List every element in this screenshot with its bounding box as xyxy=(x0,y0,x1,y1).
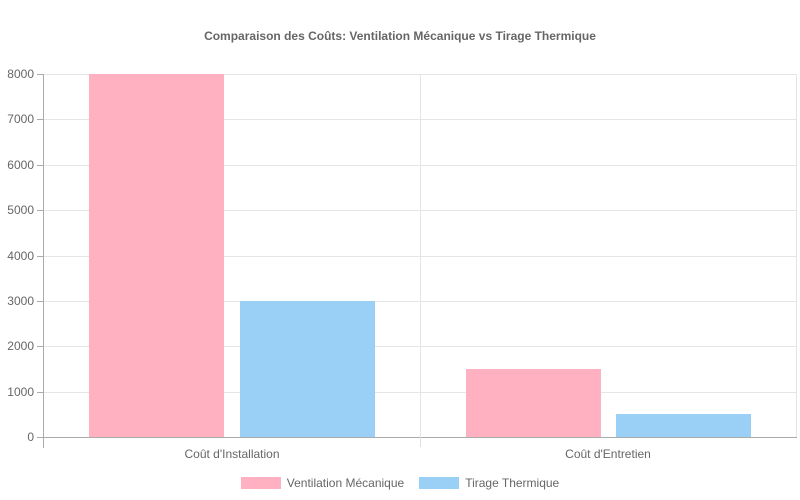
x-category-divider-tick xyxy=(420,437,421,447)
y-axis xyxy=(43,74,44,448)
y-tick xyxy=(37,437,43,438)
horizontal-gridline xyxy=(43,300,797,302)
y-tick xyxy=(37,346,43,347)
y-tick-label: 1000 xyxy=(7,385,34,399)
y-tick-label: 6000 xyxy=(7,158,34,172)
horizontal-gridline xyxy=(43,164,797,166)
bar-ventilation-mecanique-installation[interactable] xyxy=(89,74,224,437)
legend-item-tirage-thermique[interactable]: Tirage Thermique xyxy=(419,476,559,490)
horizontal-gridline xyxy=(43,74,797,75)
legend-swatch-pink xyxy=(240,477,281,489)
y-tick-label: 5000 xyxy=(7,203,34,217)
legend: Ventilation Mécanique Tirage Thermique xyxy=(0,476,800,490)
y-tick xyxy=(37,74,43,75)
y-tick-label: 8000 xyxy=(7,67,34,81)
y-tick xyxy=(37,210,43,211)
y-tick-label: 7000 xyxy=(7,112,34,126)
y-tick-label: 2000 xyxy=(7,339,34,353)
y-tick xyxy=(37,119,43,120)
horizontal-gridline xyxy=(43,391,797,393)
y-tick xyxy=(37,301,43,302)
legend-label: Ventilation Mécanique xyxy=(286,476,405,490)
legend-swatch-blue xyxy=(419,477,460,489)
y-tick xyxy=(37,392,43,393)
y-tick xyxy=(37,256,43,257)
horizontal-gridline xyxy=(43,210,797,212)
x-label-entretien: Coût d'Entretien xyxy=(565,447,651,461)
legend-item-ventilation-mecanique[interactable]: Ventilation Mécanique xyxy=(240,476,405,490)
bar-tirage-thermique-entretien[interactable] xyxy=(616,414,751,437)
bar-ventilation-mecanique-entretien[interactable] xyxy=(466,368,601,437)
horizontal-gridline xyxy=(43,255,797,257)
y-tick xyxy=(37,165,43,166)
y-tick-label: 3000 xyxy=(7,294,34,308)
legend-label: Tirage Thermique xyxy=(465,476,560,490)
x-label-installation: Coût d'Installation xyxy=(184,447,280,461)
bar-tirage-thermique-installation[interactable] xyxy=(240,300,375,437)
x-axis xyxy=(37,437,797,438)
chart-title: Comparaison des Coûts: Ventilation Mécan… xyxy=(204,29,596,43)
horizontal-gridline xyxy=(43,119,797,121)
plot-area xyxy=(43,74,797,437)
y-tick-label: 0 xyxy=(27,430,34,444)
y-tick-label: 4000 xyxy=(7,249,34,263)
horizontal-gridline xyxy=(43,346,797,348)
